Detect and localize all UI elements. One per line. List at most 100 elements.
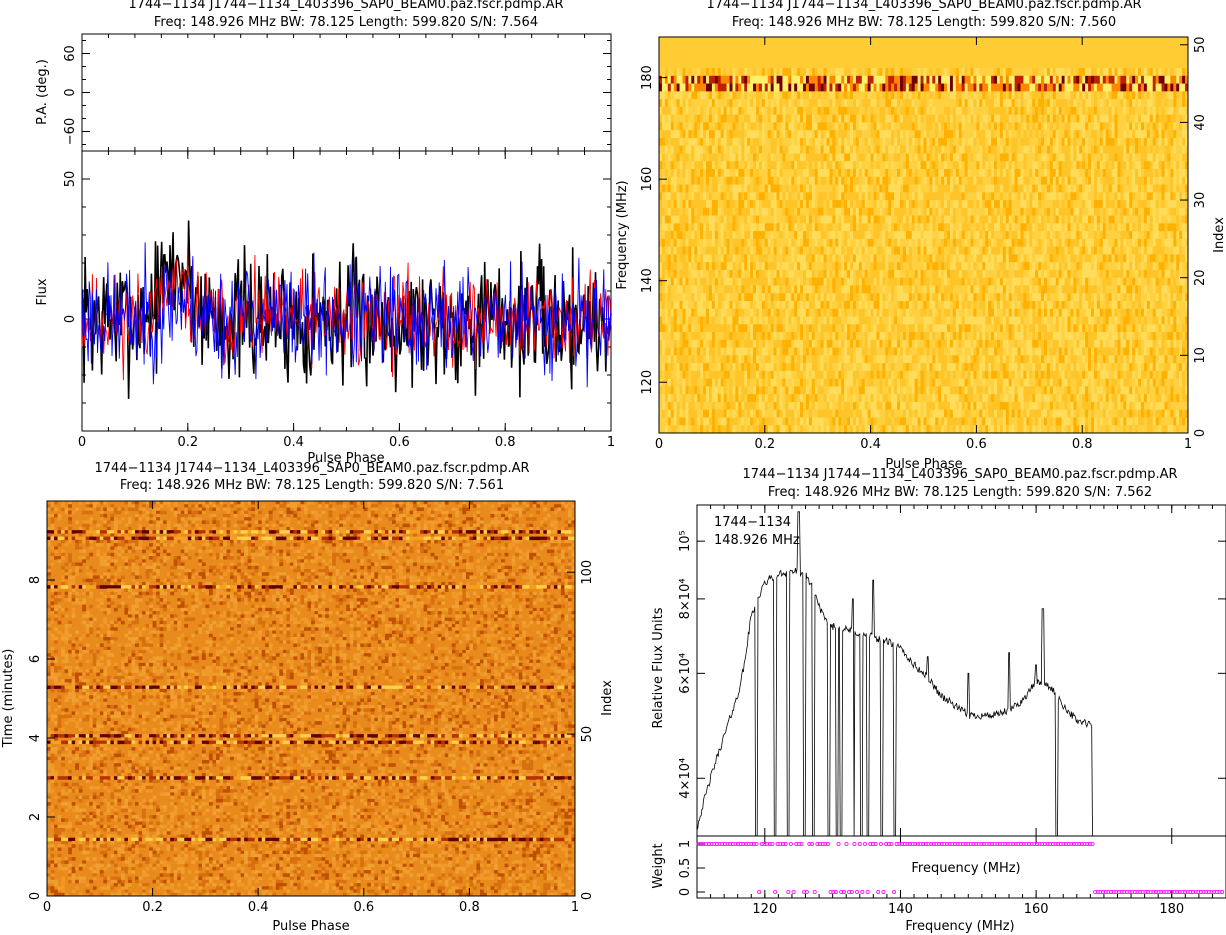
heatmap-cell: [1079, 200, 1082, 208]
heatmap-cell: [968, 177, 971, 185]
heatmap-cell: [779, 122, 782, 130]
heatmap-cell: [803, 208, 806, 216]
heatmap-cell: [1047, 200, 1050, 208]
heatmap-cell: [1097, 161, 1100, 169]
heatmap-cell: [1117, 107, 1120, 115]
heatmap-cell: [700, 146, 703, 154]
heatmap-cell: [706, 247, 709, 255]
heatmap-cell: [935, 107, 938, 115]
pa-axis: −60060: [63, 34, 611, 151]
heatmap-cell: [821, 208, 824, 216]
heatmap-cell: [868, 99, 871, 107]
heatmap-cell: [1117, 177, 1120, 185]
heatmap-cell: [777, 231, 780, 239]
heatmap-cell: [1162, 107, 1165, 115]
heatmap-cell: [1050, 161, 1053, 169]
heatmap-cell: [844, 84, 847, 92]
heatmap-cell: [812, 192, 815, 200]
heatmap-cell: [782, 99, 785, 107]
heatmap-cell: [888, 192, 891, 200]
heatmap-cell: [674, 122, 677, 130]
heatmap-cell: [921, 68, 924, 76]
heatmap-cell: [794, 161, 797, 169]
heatmap-cell: [1088, 76, 1091, 84]
heatmap-cell: [732, 99, 735, 107]
heatmap-cell: [1167, 185, 1170, 193]
heatmap-cell: [853, 91, 856, 99]
heatmap-cell: [683, 84, 686, 92]
heatmap-cell: [985, 231, 988, 239]
heatmap-cell: [897, 239, 900, 247]
heatmap-cell: [906, 200, 909, 208]
heatmap-cell: [1047, 239, 1050, 247]
heatmap-cell: [1141, 177, 1144, 185]
heatmap-cell: [1120, 231, 1123, 239]
heatmap-cell: [1159, 122, 1162, 130]
heatmap-cell: [812, 185, 815, 193]
heatmap-cell: [932, 68, 935, 76]
heatmap-cell: [929, 223, 932, 231]
heatmap-cell: [1123, 115, 1126, 123]
heatmap-cell: [950, 254, 953, 262]
heatmap-cell: [1170, 68, 1173, 76]
heatmap-cell: [1132, 115, 1135, 123]
heatmap-cell: [782, 185, 785, 193]
heatmap-cell: [662, 223, 665, 231]
heatmap-cell: [765, 208, 768, 216]
heatmap-cell: [912, 161, 915, 169]
heatmap-cell: [1179, 138, 1182, 146]
heatmap-cell: [868, 115, 871, 123]
heatmap-cell: [1150, 192, 1153, 200]
heatmap-cell: [968, 115, 971, 123]
heatmap-cell: [888, 76, 891, 84]
heatmap-cell: [1176, 231, 1179, 239]
heatmap-cell: [1129, 68, 1132, 76]
heatmap-cell: [1020, 185, 1023, 193]
heatmap-cell: [891, 68, 894, 76]
heatmap-cell: [1138, 254, 1141, 262]
heatmap-cell: [735, 223, 738, 231]
heatmap-cell: [1000, 99, 1003, 107]
heatmap-cell: [950, 76, 953, 84]
heatmap-cell: [1091, 247, 1094, 255]
heatmap-cell: [924, 247, 927, 255]
heatmap-cell: [1006, 239, 1009, 247]
heatmap-cell: [703, 247, 706, 255]
heatmap-cell: [694, 208, 697, 216]
heatmap-cell: [1003, 146, 1006, 154]
heatmap-cell: [885, 161, 888, 169]
heatmap-cell: [1115, 169, 1118, 177]
heatmap-cell: [674, 185, 677, 193]
heatmap-cell: [985, 270, 988, 278]
heatmap-cell: [938, 262, 941, 270]
heatmap-cell: [827, 223, 830, 231]
heatmap-cell: [777, 247, 780, 255]
heatmap-cell: [885, 208, 888, 216]
heatmap-cell: [665, 99, 668, 107]
heatmap-cell: [703, 216, 706, 224]
heatmap-cell: [1164, 239, 1167, 247]
heatmap-cell: [926, 254, 929, 262]
heatmap-cell: [953, 84, 956, 92]
heatmap-cell: [906, 231, 909, 239]
heatmap-cell: [1047, 161, 1050, 169]
heatmap-cell: [900, 239, 903, 247]
heatmap-cell: [915, 216, 918, 224]
heatmap-cell: [821, 161, 824, 169]
heatmap-cell: [885, 153, 888, 161]
heatmap-cell: [1079, 122, 1082, 130]
heatmap-cell: [762, 91, 765, 99]
heatmap-cell: [947, 130, 950, 138]
heatmap-cell: [753, 247, 756, 255]
heatmap-cell: [1000, 223, 1003, 231]
heatmap-cell: [962, 68, 965, 76]
heatmap-cell: [862, 200, 865, 208]
heatmap-cell: [829, 239, 832, 247]
heatmap-cell: [691, 223, 694, 231]
heatmap-cell: [1109, 216, 1112, 224]
heatmap-cell: [1091, 76, 1094, 84]
heatmap-cell: [677, 169, 680, 177]
heatmap-cell: [1117, 68, 1120, 76]
heatmap-cell: [971, 138, 974, 146]
heatmap-cell: [756, 254, 759, 262]
